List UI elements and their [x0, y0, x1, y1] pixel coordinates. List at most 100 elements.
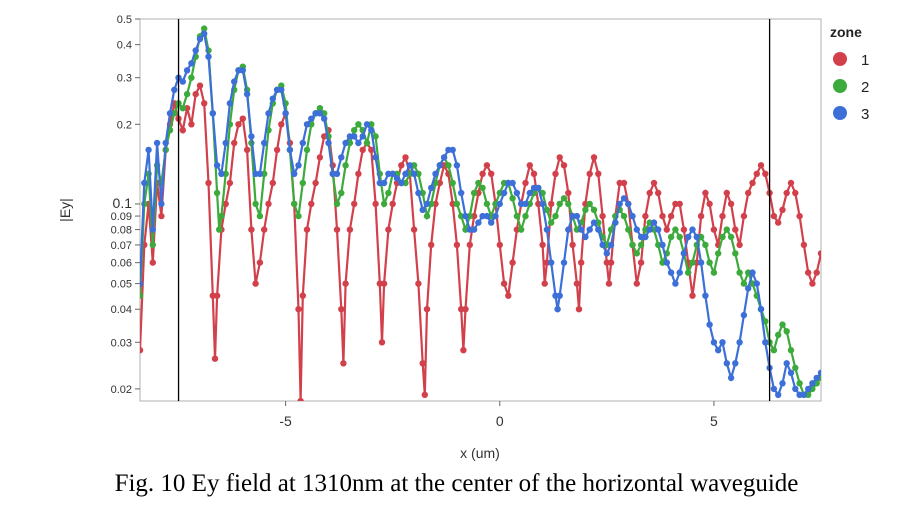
series-3-point	[620, 195, 628, 202]
y-tick-label: 0.09	[111, 211, 132, 223]
series-2-point	[363, 139, 371, 147]
series-3-point	[539, 200, 546, 208]
series-3-point	[719, 339, 726, 346]
series-1-point	[179, 127, 186, 134]
series-2-point	[342, 162, 349, 169]
series-1-point	[483, 162, 491, 169]
y-tick-label: 0.3	[117, 73, 132, 85]
series-2-point	[453, 200, 461, 208]
series-3-point	[355, 139, 362, 147]
series-3-point	[800, 391, 808, 398]
series-3-point	[543, 226, 551, 233]
series-3-point	[706, 321, 713, 328]
series-3-point	[586, 226, 593, 233]
series-3-point	[522, 200, 529, 208]
series-1-point	[663, 226, 670, 233]
series-3-point	[500, 189, 508, 197]
series-1-point	[500, 280, 508, 287]
series-2-point	[770, 347, 778, 354]
y-tick-label: 0.07	[111, 240, 132, 252]
series-2-point	[291, 200, 298, 208]
series-2-point	[216, 226, 223, 233]
series-2-point	[740, 280, 748, 287]
series-2-point	[470, 189, 478, 197]
series-3-point	[650, 219, 658, 226]
series-1-point	[299, 292, 306, 299]
y-tick-label: 0.05	[111, 279, 132, 291]
series-3-point	[779, 380, 786, 387]
series-3-point	[389, 170, 396, 177]
legend-marker	[833, 106, 847, 120]
series-3-point	[775, 391, 782, 398]
series-1-point	[385, 226, 392, 233]
y-tick-label: 0.03	[111, 337, 132, 349]
series-3-point	[286, 146, 294, 154]
series-1-point	[667, 212, 675, 220]
series-2-point	[509, 195, 516, 202]
series-3-point	[702, 292, 709, 299]
series-2-point	[201, 25, 208, 32]
series-2-point	[590, 206, 598, 213]
series-1-point	[355, 170, 362, 177]
series-1-point	[552, 170, 559, 177]
series-1-point	[787, 179, 795, 187]
series-1-point	[428, 241, 435, 249]
series-2-point	[449, 179, 456, 187]
series-3-point	[526, 189, 533, 197]
series-3-point	[243, 90, 251, 98]
series-1-point	[372, 200, 379, 208]
series-3-point	[740, 311, 748, 319]
series-1-point	[762, 170, 769, 177]
series-1-point	[235, 121, 242, 128]
series-1-point	[792, 189, 799, 197]
series-1-point	[607, 259, 615, 266]
legend-item-3: 3	[833, 106, 869, 123]
series-1-point	[149, 259, 156, 266]
series-2-point	[689, 259, 696, 266]
series-3-point	[625, 200, 632, 208]
series-1-point	[419, 360, 426, 367]
series-2-point	[338, 189, 345, 197]
series-2-point	[218, 212, 225, 220]
series-1-point	[213, 292, 221, 299]
series-1-point	[346, 226, 354, 233]
series-3-point	[475, 219, 482, 226]
series-1-point	[140, 347, 144, 354]
series-3-point	[745, 285, 752, 292]
series-2-point	[719, 233, 726, 241]
series-3-point	[676, 269, 683, 276]
series-3-point	[582, 233, 589, 241]
series-2-point	[548, 219, 555, 226]
series-1-point	[642, 212, 649, 220]
series-3-point	[757, 306, 765, 313]
series-2-point	[667, 233, 675, 241]
series-1-point	[423, 306, 431, 313]
series-1-point	[541, 280, 548, 287]
series-1-point	[265, 200, 272, 208]
figure-caption: Fig. 10 Ey field at 1310nm at the center…	[114, 470, 799, 497]
series-2-point	[140, 292, 144, 299]
series-1-point	[380, 280, 388, 287]
series-1-point	[753, 170, 760, 177]
series-3-point	[213, 162, 221, 169]
series-1-point	[158, 212, 165, 220]
series-layer	[140, 25, 821, 401]
series-3-point	[693, 233, 700, 241]
series-3-point	[556, 292, 563, 299]
series-2-point	[355, 121, 362, 128]
series-1-point	[201, 100, 208, 107]
series-1-point	[633, 280, 640, 287]
series-2-point	[792, 364, 799, 372]
series-3-point	[415, 189, 422, 197]
series-2-point	[149, 241, 156, 249]
series-3-point	[689, 226, 696, 233]
series-2-point	[333, 200, 341, 208]
series-3-point	[158, 200, 165, 208]
series-3-point	[265, 110, 272, 117]
series-3-point	[655, 226, 662, 233]
series-1-point	[297, 397, 304, 401]
series-3-point	[554, 306, 561, 313]
legend-marker	[833, 52, 847, 66]
series-1-point	[248, 226, 255, 233]
series-3-point	[603, 250, 610, 257]
